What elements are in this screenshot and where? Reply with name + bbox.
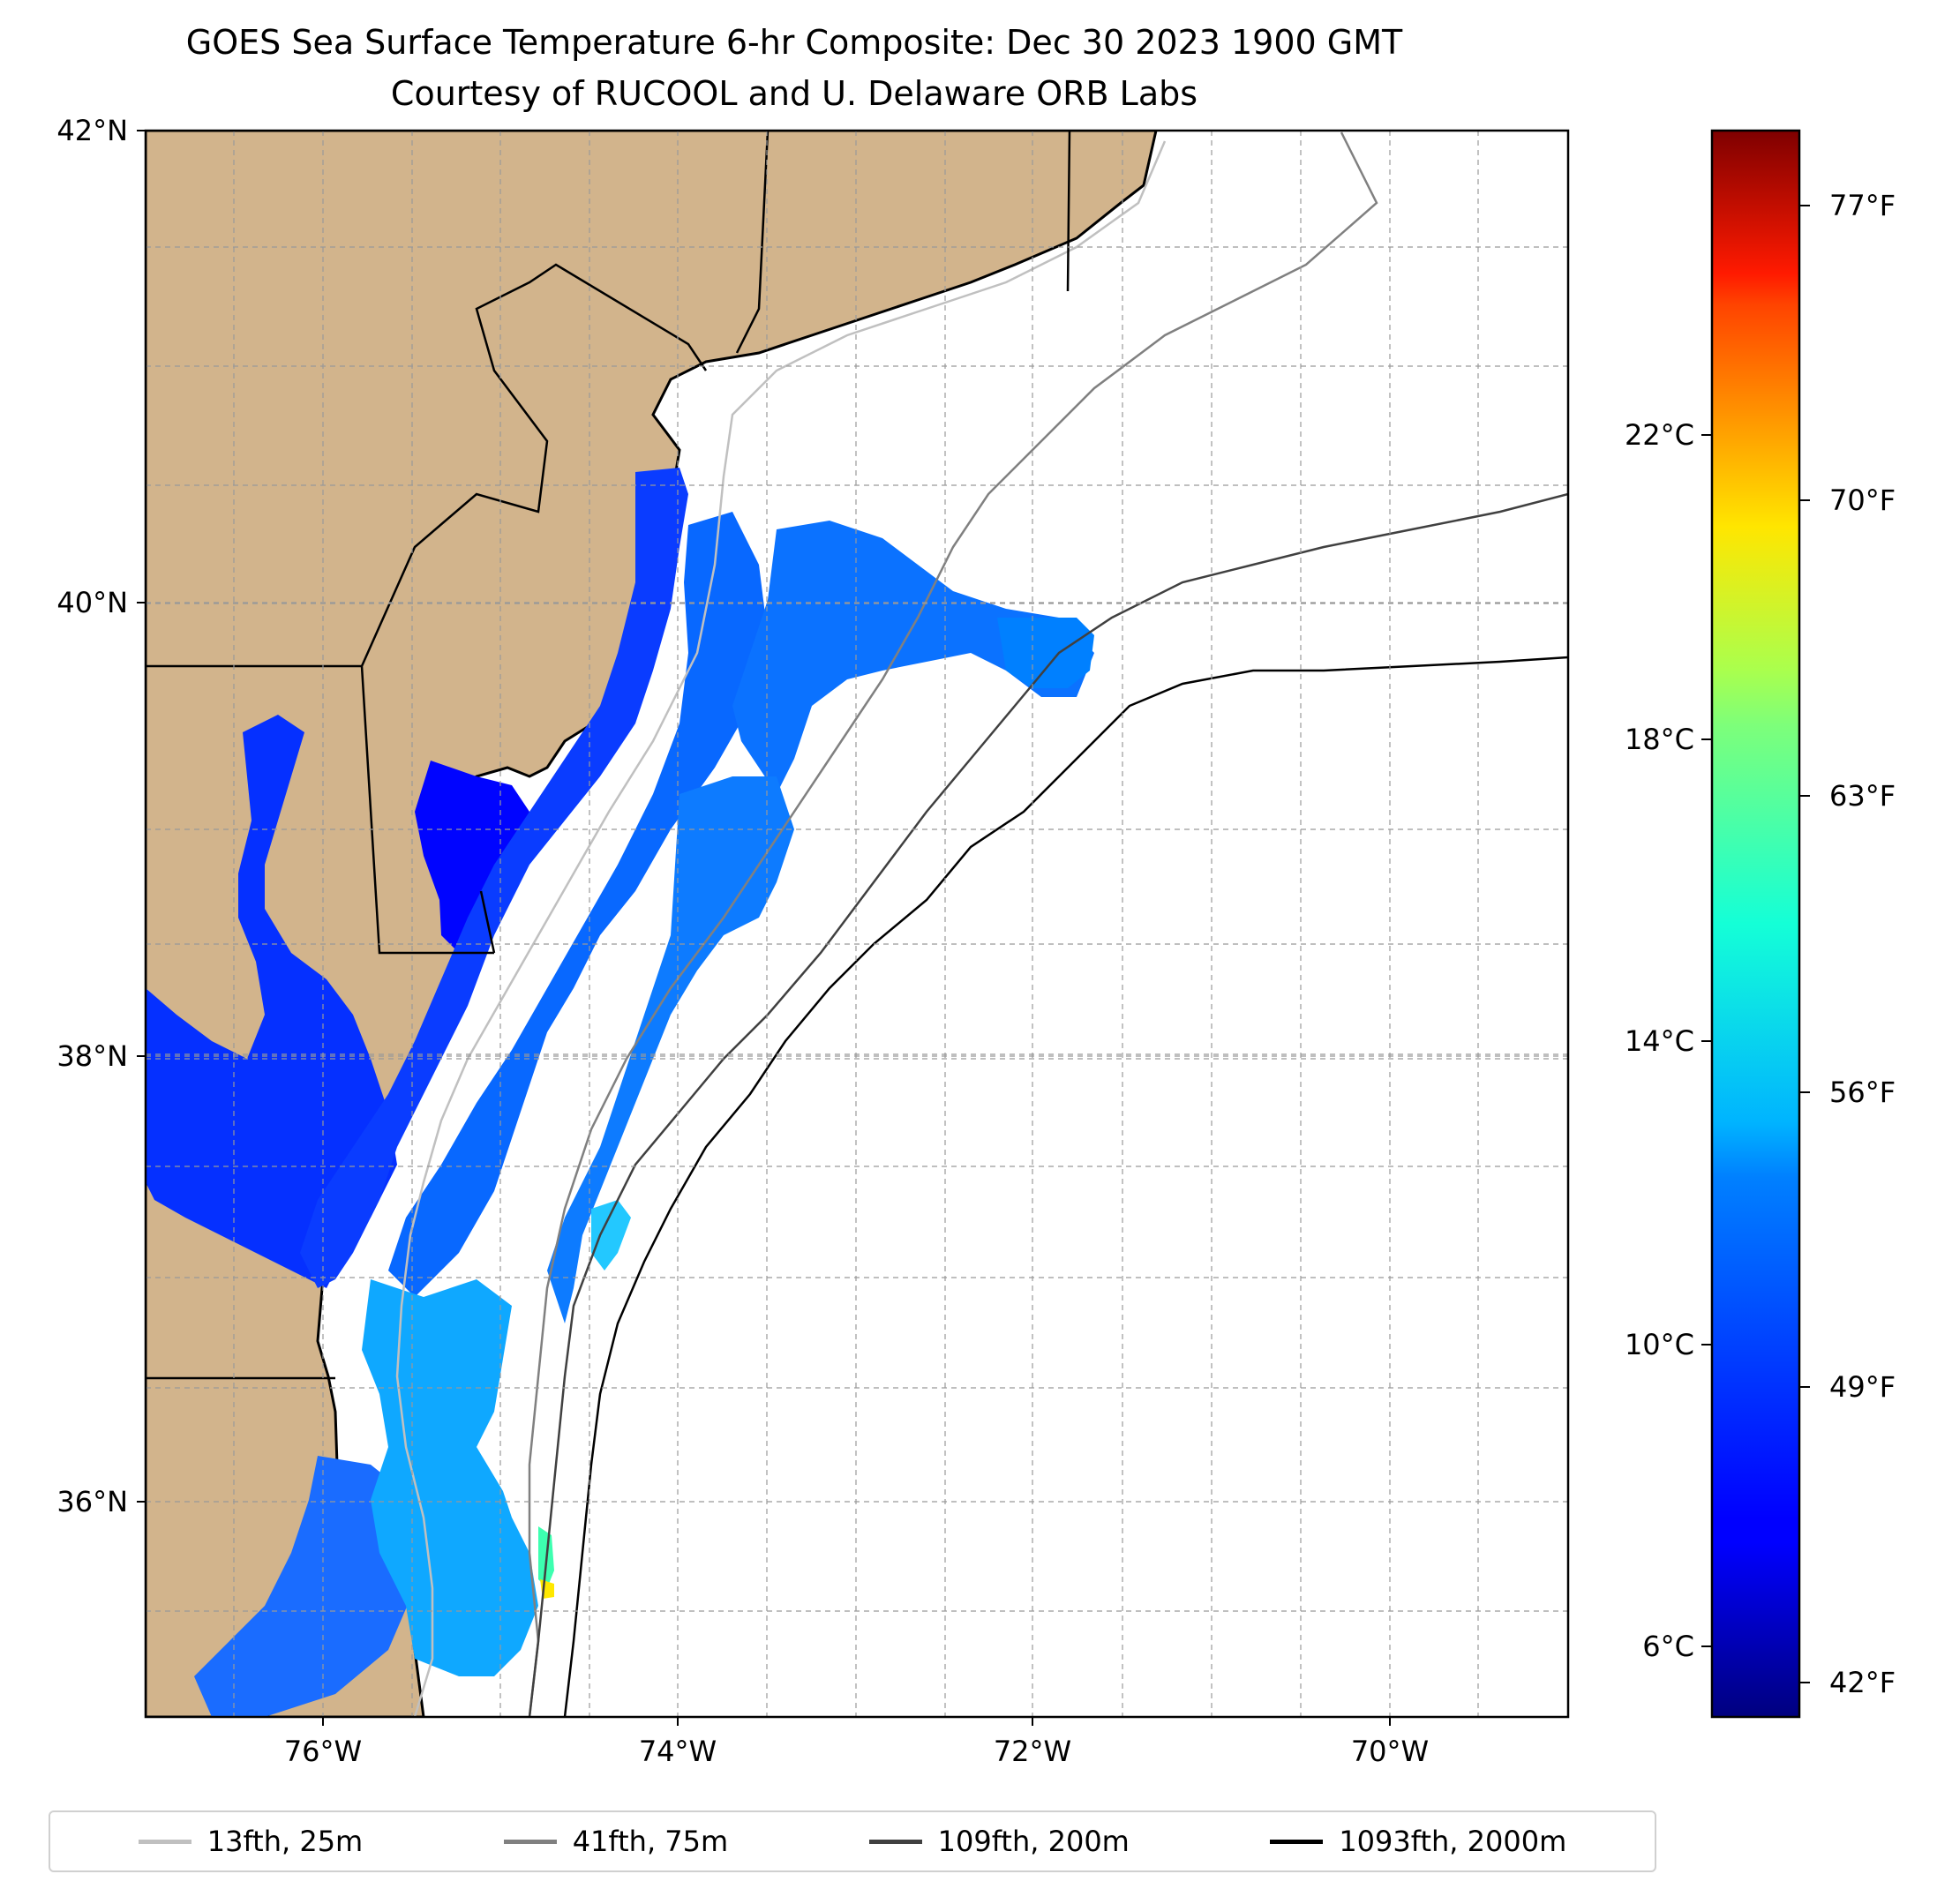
- sst-shelf-north: [300, 468, 688, 1288]
- legend-item-75m: 41fth, 75m: [503, 1825, 729, 1858]
- lat-label-42n: 42°N: [56, 114, 128, 147]
- colorbar-label-6c: 6°C: [1642, 1630, 1694, 1663]
- legend-label-25m: 13fth, 25m: [206, 1825, 364, 1858]
- colorbar-label-14c: 14°C: [1625, 1024, 1694, 1058]
- sst-offshore-south: [362, 1279, 538, 1676]
- colorbar-label-10c: 10°C: [1625, 1328, 1694, 1361]
- lat-label-38n: 38°N: [56, 1039, 128, 1073]
- legend-label-2000m: 1093fth, 2000m: [1339, 1825, 1567, 1858]
- lon-label-76w: 76°W: [284, 1735, 362, 1768]
- colorbar-label-18c: 18°C: [1625, 723, 1694, 756]
- delaware-bay: [415, 761, 529, 953]
- map-title-line-2: Courtesy of RUCOOL and U. Delaware ORB L…: [390, 74, 1198, 113]
- state-borders: [146, 131, 1071, 1380]
- colorbar-label-49f: 49°F: [1829, 1370, 1896, 1404]
- colorbar: [1710, 129, 1801, 1719]
- colorbar-label-70f: 70°F: [1829, 483, 1896, 517]
- colorbar-ticks: [1701, 205, 1810, 1683]
- lon-label-70w: 70°W: [1351, 1735, 1429, 1768]
- colorbar-label-63f: 63°F: [1829, 779, 1896, 813]
- lon-label-72w: 72°W: [994, 1735, 1071, 1768]
- lat-label-36n: 36°N: [56, 1485, 128, 1518]
- colorbar-label-22c: 22°C: [1625, 418, 1694, 452]
- legend-item-25m: 13fth, 25m: [138, 1825, 364, 1858]
- legend-swatch-75m: [503, 1839, 557, 1844]
- colorbar-label-77f: 77°F: [1829, 189, 1896, 222]
- contour-25m: [395, 140, 1167, 1717]
- sst-patch-shelfbreak: [997, 618, 1094, 688]
- legend-swatch-200m: [868, 1839, 922, 1844]
- legend-label-200m: 109fth, 200m: [937, 1825, 1130, 1858]
- legend-label-75m: 41fth, 75m: [572, 1825, 729, 1858]
- depth-contour-legend: 13fth, 25m 41fth, 75m 109fth, 200m 1093f…: [49, 1810, 1656, 1872]
- chesapeake-bay: [146, 715, 397, 1288]
- colorbar-label-56f: 56°F: [1829, 1076, 1896, 1109]
- sst-shelf-mid: [388, 512, 768, 1297]
- map-frame: [144, 129, 1570, 1719]
- legend-item-2000m: 1093fth, 2000m: [1270, 1825, 1566, 1858]
- grid-lines: [146, 131, 1568, 1717]
- pamlico-sound: [194, 1456, 415, 1717]
- colorbar-label-42f: 42°F: [1829, 1666, 1896, 1699]
- legend-item-200m: 109fth, 200m: [868, 1825, 1130, 1858]
- contour-200m: [528, 492, 1568, 1717]
- sst-offshore-north: [732, 521, 1094, 794]
- contour-75m: [528, 131, 1378, 1717]
- lat-label-40n: 40°N: [56, 586, 128, 619]
- map-title-line-1: GOES Sea Surface Temperature 6-hr Compos…: [185, 23, 1403, 62]
- legend-swatch-25m: [138, 1839, 191, 1844]
- land-mass: [146, 131, 1158, 1717]
- legend-swatch-2000m: [1270, 1839, 1324, 1844]
- map-panel: [146, 131, 1568, 1717]
- sst-patch-cyan: [591, 1200, 631, 1271]
- sst-offshore-mid: [547, 776, 794, 1323]
- lon-label-74w: 74°W: [639, 1735, 717, 1768]
- axis-ticks: [137, 130, 1391, 1726]
